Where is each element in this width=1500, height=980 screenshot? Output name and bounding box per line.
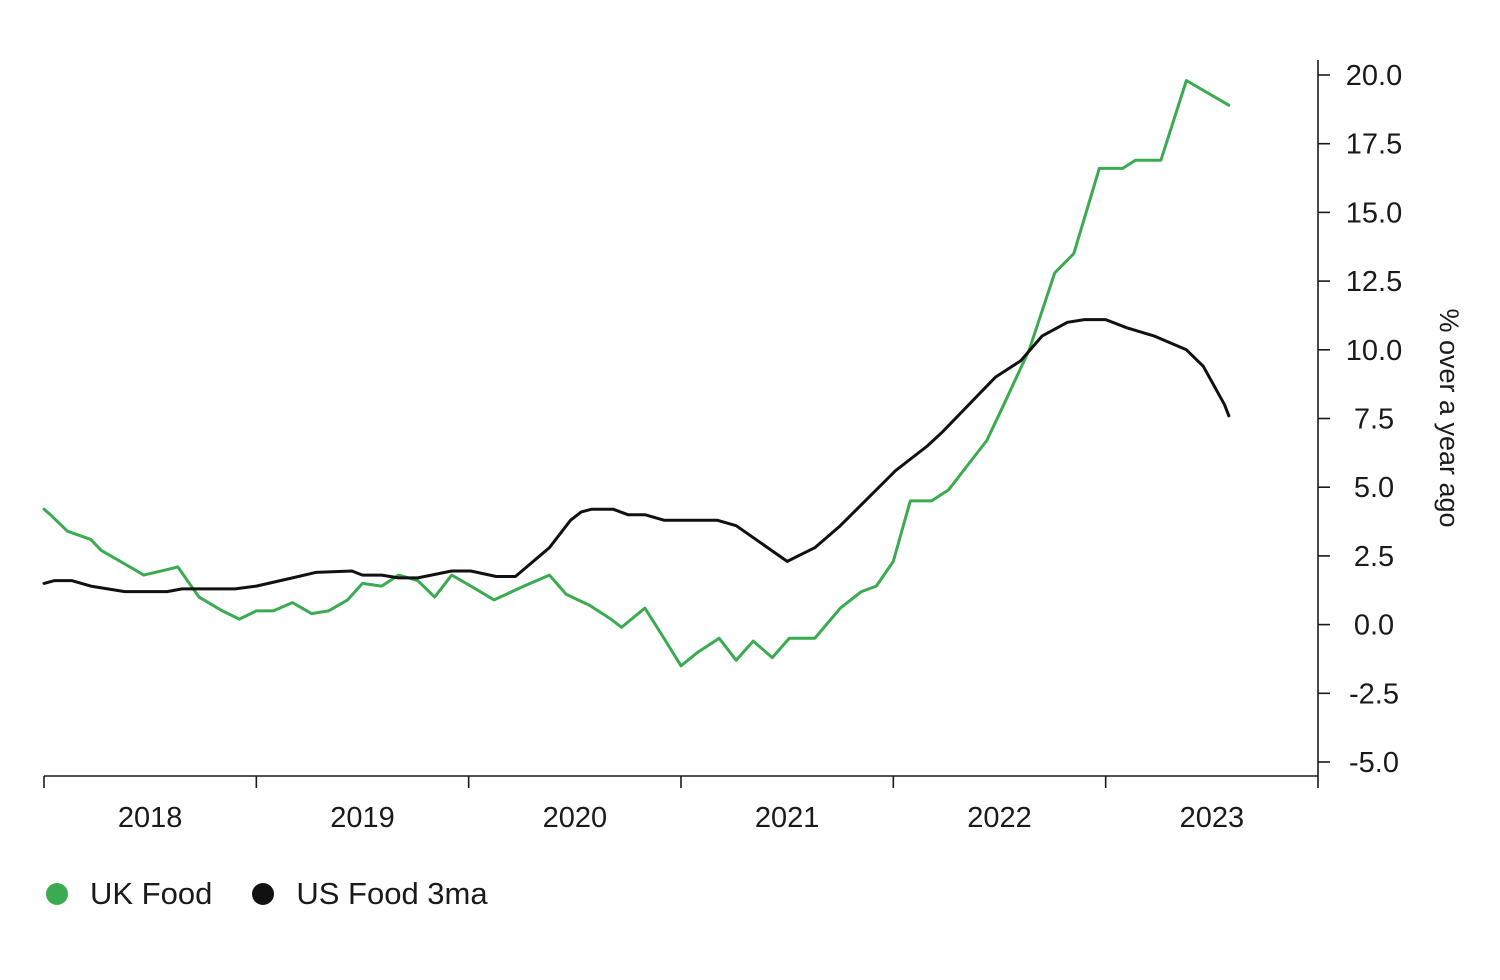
y-tick-label: 17.5 <box>1346 129 1402 161</box>
series-line-us-food-3ma <box>42 318 1231 594</box>
x-tick-label: 2021 <box>755 802 820 834</box>
legend-marker-uk-food <box>46 883 68 905</box>
legend-label-us-food-3ma: US Food 3ma <box>296 876 488 911</box>
legend-item-uk-food: UK Food <box>46 876 212 912</box>
y-tick-label: 15.0 <box>1346 197 1402 229</box>
x-axis: 2018 2019 2020 2021 2022 2023 <box>43 775 1319 834</box>
x-tick-label: 2022 <box>967 802 1032 834</box>
y-tick-label: 20.0 <box>1346 60 1402 92</box>
y-tick-label: 7.5 <box>1354 404 1394 436</box>
legend-label-uk-food: UK Food <box>90 876 213 911</box>
series-layer <box>42 79 1231 668</box>
y-tick-label: 2.5 <box>1354 541 1394 573</box>
y-tick-label: -5.0 <box>1349 747 1399 779</box>
x-tick-label: 2020 <box>543 802 608 834</box>
y-axis-title: % over a year ago <box>1434 308 1464 527</box>
y-axis: 20.0 17.5 15.0 12.5 10.0 7.5 5.0 2.5 0.0 -2.5 -5.0 <box>1317 60 1402 779</box>
y-tick-label: 10.0 <box>1346 335 1402 367</box>
legend-item-us-food-3ma: US Food 3ma <box>252 876 488 912</box>
x-tick-label: 2023 <box>1180 802 1245 834</box>
series-line-uk-food <box>42 79 1231 668</box>
legend-marker-us-food-3ma <box>252 883 275 905</box>
y-tick-label: 12.5 <box>1346 266 1402 298</box>
y-tick-label: -2.5 <box>1349 678 1399 710</box>
y-tick-label: 0.0 <box>1354 610 1394 642</box>
x-tick-label: 2019 <box>330 802 395 834</box>
legend: UK Food US Food 3ma <box>46 876 528 912</box>
y-tick-label: 5.0 <box>1354 472 1394 504</box>
x-tick-label: 2018 <box>118 802 183 834</box>
